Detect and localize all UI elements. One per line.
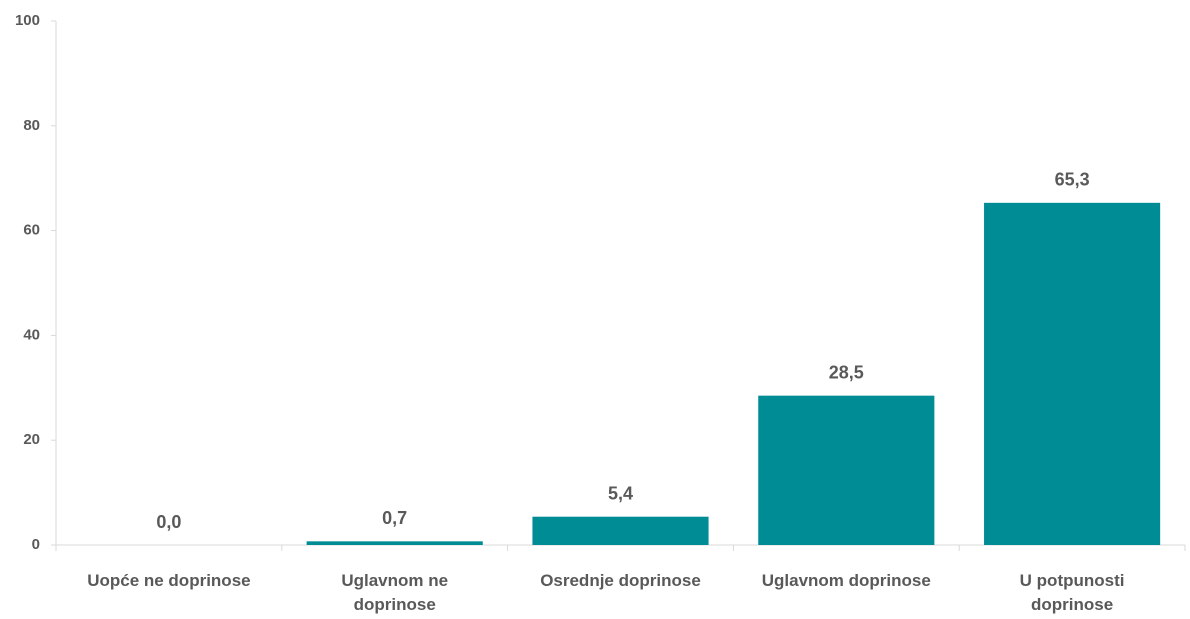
value-label: 28,5 [829,362,864,382]
y-tick-label: 0 [32,536,40,553]
y-tick-label: 80 [23,117,40,134]
x-tick-label: U potpunosti doprinose [1019,571,1125,614]
y-tick-label: 20 [23,431,40,448]
value-label: 65,3 [1055,170,1090,190]
bar [532,516,709,545]
value-label: 0,7 [382,508,407,528]
y-tick-label: 100 [15,12,40,29]
x-tick-label: Uglavnom doprinose [761,571,931,590]
value-label: 5,4 [608,483,633,503]
y-tick-label: 40 [23,326,40,343]
x-tick-label: Uopće ne doprinose [87,571,251,590]
bar [306,541,483,545]
x-tick-label: Uglavnom ne doprinose [341,571,449,614]
bar [758,395,935,545]
bar [984,202,1161,545]
value-label: 0,0 [156,512,181,532]
y-tick-label: 60 [23,222,40,239]
x-tick-label: Osrednje doprinose [540,571,701,590]
